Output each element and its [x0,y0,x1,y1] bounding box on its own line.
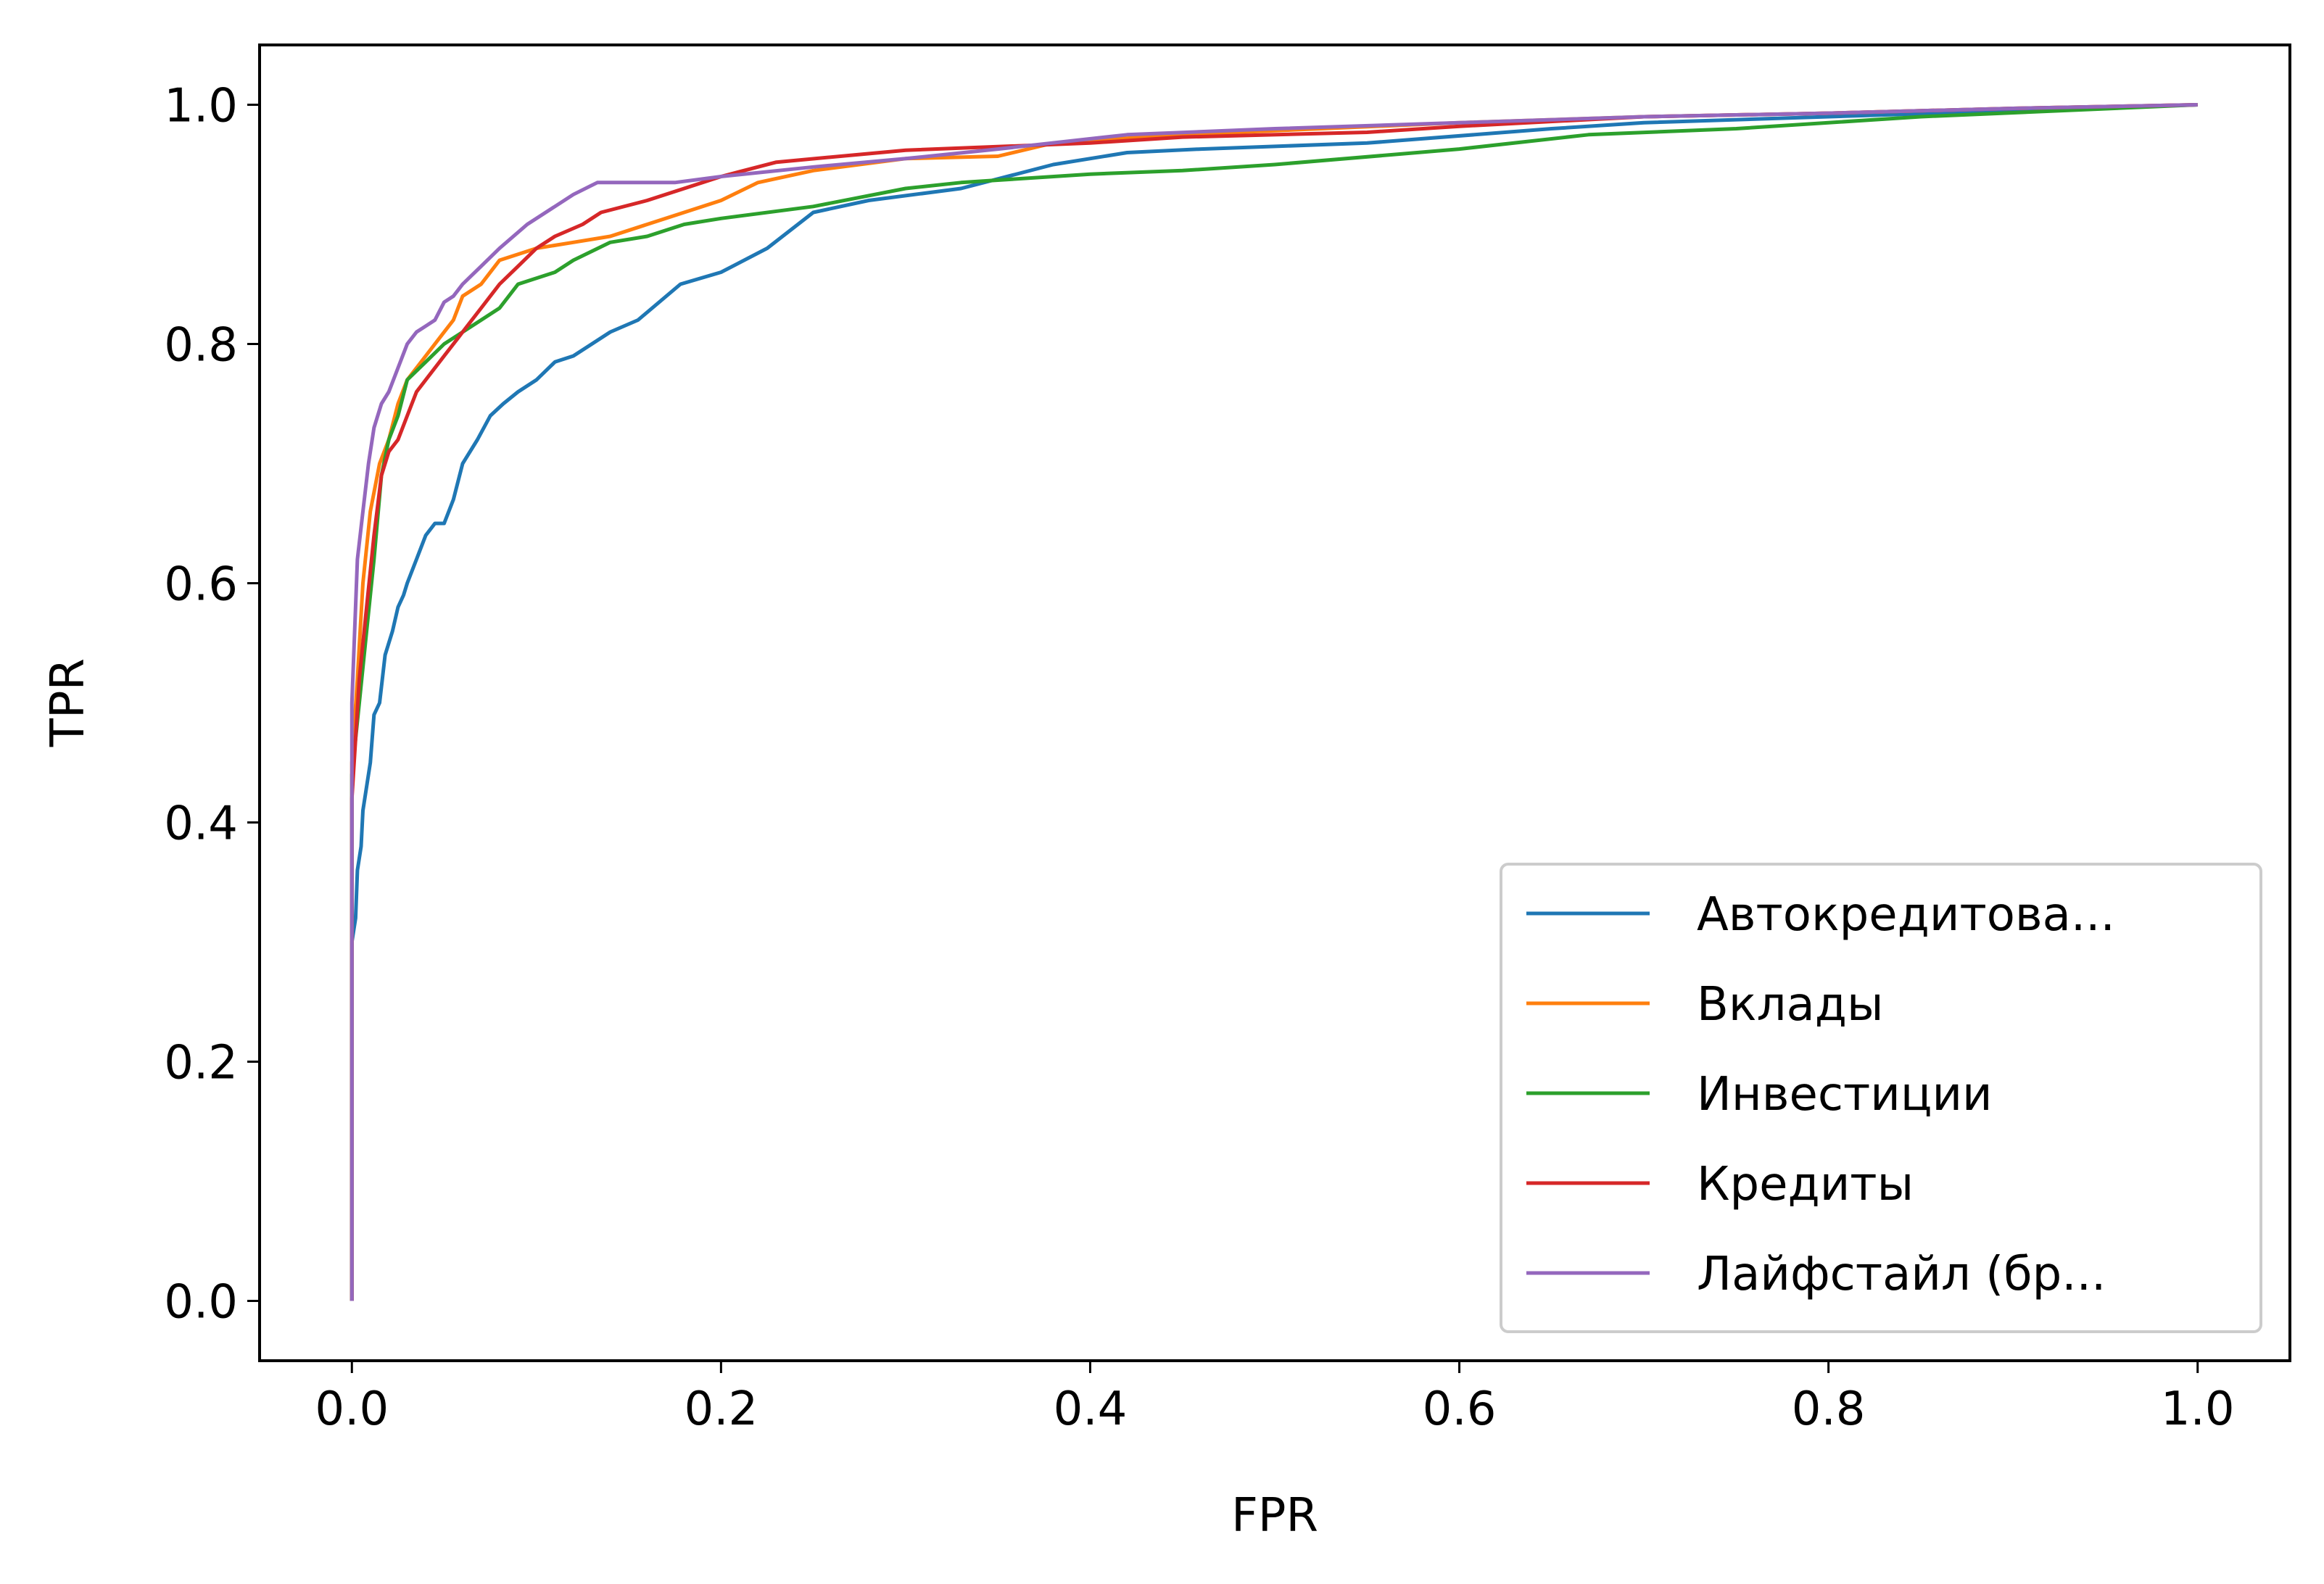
series-line-0 [350,103,2198,1301]
legend-label-1: Вклады [1697,978,1883,1032]
x-axis-label: FPR [1231,1489,1318,1543]
x-tick-label: 1.0 [2161,1382,2235,1436]
legend-label-0: Автокредитова... [1697,888,2115,942]
series-line-4 [350,103,2198,1301]
y-tick-label: 1.0 [164,80,238,133]
legend-box [1500,863,2262,1333]
plot-frame [258,43,2291,1362]
y-tick-label: 0.8 [164,319,238,373]
x-tick-label: 0.6 [1423,1382,1497,1436]
x-tick-label: 0.0 [315,1382,389,1436]
y-tick-label: 0.2 [164,1037,238,1090]
series-line-3 [350,103,2198,1301]
x-tick-label: 0.8 [1792,1382,1866,1436]
x-axis-ticks: 0.0 0.2 0.4 0.6 0.8 1.0 [315,1361,2235,1436]
series-layer [350,103,2198,1301]
y-tick-label: 0.0 [164,1276,238,1330]
x-tick-label: 0.4 [1054,1382,1128,1436]
legend-label-3: Кредиты [1697,1158,1914,1211]
legend: Автокредитова... Вклады Инвестиции Кредиты Л… [1500,863,2262,1333]
y-tick-label: 0.4 [164,797,238,851]
y-tick-label: 0.6 [164,558,238,612]
legend-label-2: Инвестиции [1697,1068,1993,1121]
y-axis-label: TPR [41,658,95,747]
y-axis-ticks: 0.0 0.2 0.4 0.6 0.8 1.0 [164,80,260,1330]
x-tick-label: 0.2 [684,1382,758,1436]
legend-label-4: Лайфстайл (бр... [1697,1248,2106,1301]
